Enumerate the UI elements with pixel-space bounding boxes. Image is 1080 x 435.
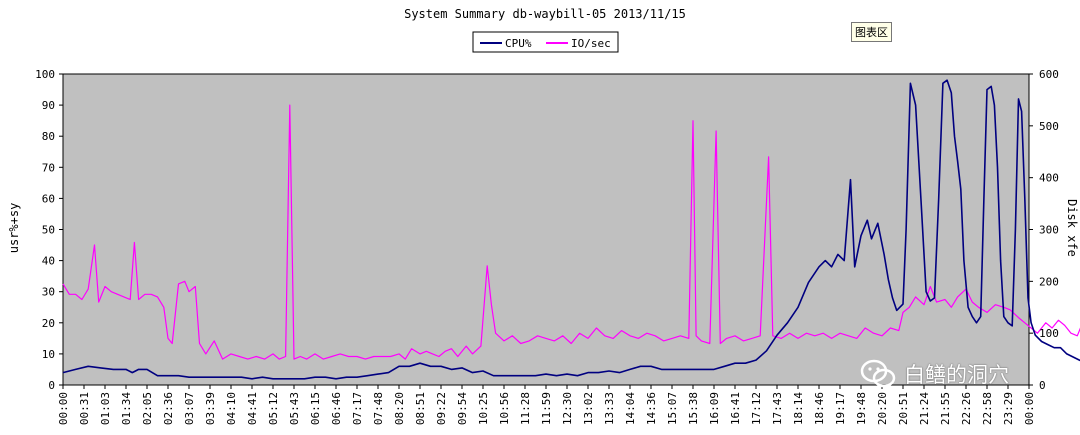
x-axis: 00:00 00:31 01:03 01:34 02:05 02:36 03:07 03:39… bbox=[57, 385, 1036, 425]
y2-tick-label: 100 bbox=[1039, 327, 1059, 340]
x-tick-label: 20:51 bbox=[897, 392, 910, 425]
x-tick-label: 11:59 bbox=[540, 392, 553, 425]
x-tick-label: 18:14 bbox=[792, 392, 805, 425]
x-tick-label: 06:15 bbox=[309, 392, 322, 425]
x-tick-label: 17:12 bbox=[750, 392, 763, 425]
x-tick-label: 20:20 bbox=[876, 392, 889, 425]
x-tick-label: 03:07 bbox=[183, 392, 196, 425]
legend-cpu: CPU% bbox=[505, 37, 532, 50]
x-tick-label: 13:33 bbox=[603, 392, 616, 425]
x-tick-label: 02:05 bbox=[141, 392, 154, 425]
x-tick-label: 22:26 bbox=[960, 392, 973, 425]
x-tick-label: 07:48 bbox=[372, 392, 385, 425]
y-tick-label: 10 bbox=[42, 348, 55, 361]
legend: CPU% IO/sec bbox=[472, 31, 619, 53]
x-tick-label: 09:22 bbox=[435, 392, 448, 425]
y-axis-label: usr%+sy bbox=[7, 203, 21, 254]
x-tick-label: 05:12 bbox=[267, 392, 280, 425]
x-tick-label: 00:31 bbox=[78, 392, 91, 425]
x-tick-label: 23:29 bbox=[1002, 392, 1015, 425]
x-tick-label: 02:36 bbox=[162, 392, 175, 425]
x-tick-label: 15:07 bbox=[666, 392, 679, 425]
y-tick-label: 70 bbox=[42, 161, 55, 174]
chart-area-badge[interactable]: 图表区 bbox=[851, 22, 892, 42]
x-tick-label: 08:51 bbox=[414, 392, 427, 425]
y-tick-label: 90 bbox=[42, 99, 55, 112]
x-tick-label: 15:38 bbox=[687, 392, 700, 425]
y-tick-label: 80 bbox=[42, 130, 55, 143]
x-tick-label: 07:17 bbox=[351, 392, 364, 425]
x-tick-label: 21:55 bbox=[939, 392, 952, 425]
x-tick-label: 06:46 bbox=[330, 392, 343, 425]
series-line-cpu bbox=[62, 79, 1080, 380]
x-tick-label: 10:56 bbox=[498, 392, 511, 425]
series-layer bbox=[62, 79, 1080, 380]
x-tick-label: 01:03 bbox=[99, 392, 112, 425]
y-tick-label: 100 bbox=[35, 68, 55, 81]
y-tick-label: 50 bbox=[42, 224, 55, 237]
y-axis-left: 0 10 20 30 40 50 60 70 80 90 100 bbox=[35, 68, 63, 392]
y-tick-label: 60 bbox=[42, 192, 55, 205]
x-tick-label: 00:00 bbox=[1023, 392, 1036, 425]
y-axis-right: 0 100 200 300 400 500 600 bbox=[1029, 68, 1059, 392]
x-tick-label: 19:17 bbox=[834, 392, 847, 425]
watermark-text: 白鳝的洞穴 bbox=[904, 363, 1009, 387]
x-tick-label: 21:24 bbox=[918, 392, 931, 425]
x-tick-label: 13:02 bbox=[582, 392, 595, 425]
y2-tick-label: 200 bbox=[1039, 275, 1059, 288]
wechat-icon bbox=[860, 359, 896, 388]
x-tick-label: 00:00 bbox=[57, 392, 70, 425]
x-tick-label: 22:58 bbox=[981, 392, 994, 425]
y2-tick-label: 600 bbox=[1039, 68, 1059, 81]
x-tick-label: 16:41 bbox=[729, 392, 742, 425]
y-tick-label: 40 bbox=[42, 255, 55, 268]
x-tick-label: 01:34 bbox=[120, 392, 133, 425]
plot-area bbox=[62, 73, 1030, 386]
x-tick-label: 11:28 bbox=[519, 392, 532, 425]
x-tick-label: 05:43 bbox=[288, 392, 301, 425]
x-tick-label: 03:39 bbox=[204, 392, 217, 425]
y2-tick-label: 400 bbox=[1039, 172, 1059, 185]
x-tick-label: 17:43 bbox=[771, 392, 784, 425]
x-tick-label: 18:46 bbox=[813, 392, 826, 425]
x-tick-label: 14:04 bbox=[624, 392, 637, 425]
x-tick-label: 16:09 bbox=[708, 392, 721, 425]
chart-title: System Summary db-waybill-05 2013/11/15 bbox=[404, 7, 686, 21]
x-tick-label: 04:41 bbox=[246, 392, 259, 425]
y2-tick-label: 0 bbox=[1039, 379, 1046, 392]
legend-io: IO/sec bbox=[571, 37, 611, 50]
x-tick-label: 10:25 bbox=[477, 392, 490, 425]
y2-tick-label: 500 bbox=[1039, 120, 1059, 133]
x-tick-label: 08:20 bbox=[393, 392, 406, 425]
series-line-io bbox=[62, 104, 1080, 360]
watermark: 白鳝的洞穴 bbox=[860, 358, 1009, 390]
y-tick-label: 0 bbox=[48, 379, 55, 392]
x-tick-label: 09:54 bbox=[456, 392, 469, 425]
y-tick-label: 20 bbox=[42, 317, 55, 330]
x-tick-label: 12:30 bbox=[561, 392, 574, 425]
x-tick-label: 19:48 bbox=[855, 392, 868, 425]
y2-tick-label: 300 bbox=[1039, 224, 1059, 237]
x-tick-label: 14:36 bbox=[645, 392, 658, 425]
y2-axis-label: Disk xfe bbox=[1065, 199, 1079, 257]
x-tick-label: 04:10 bbox=[225, 392, 238, 425]
y-tick-label: 30 bbox=[42, 286, 55, 299]
